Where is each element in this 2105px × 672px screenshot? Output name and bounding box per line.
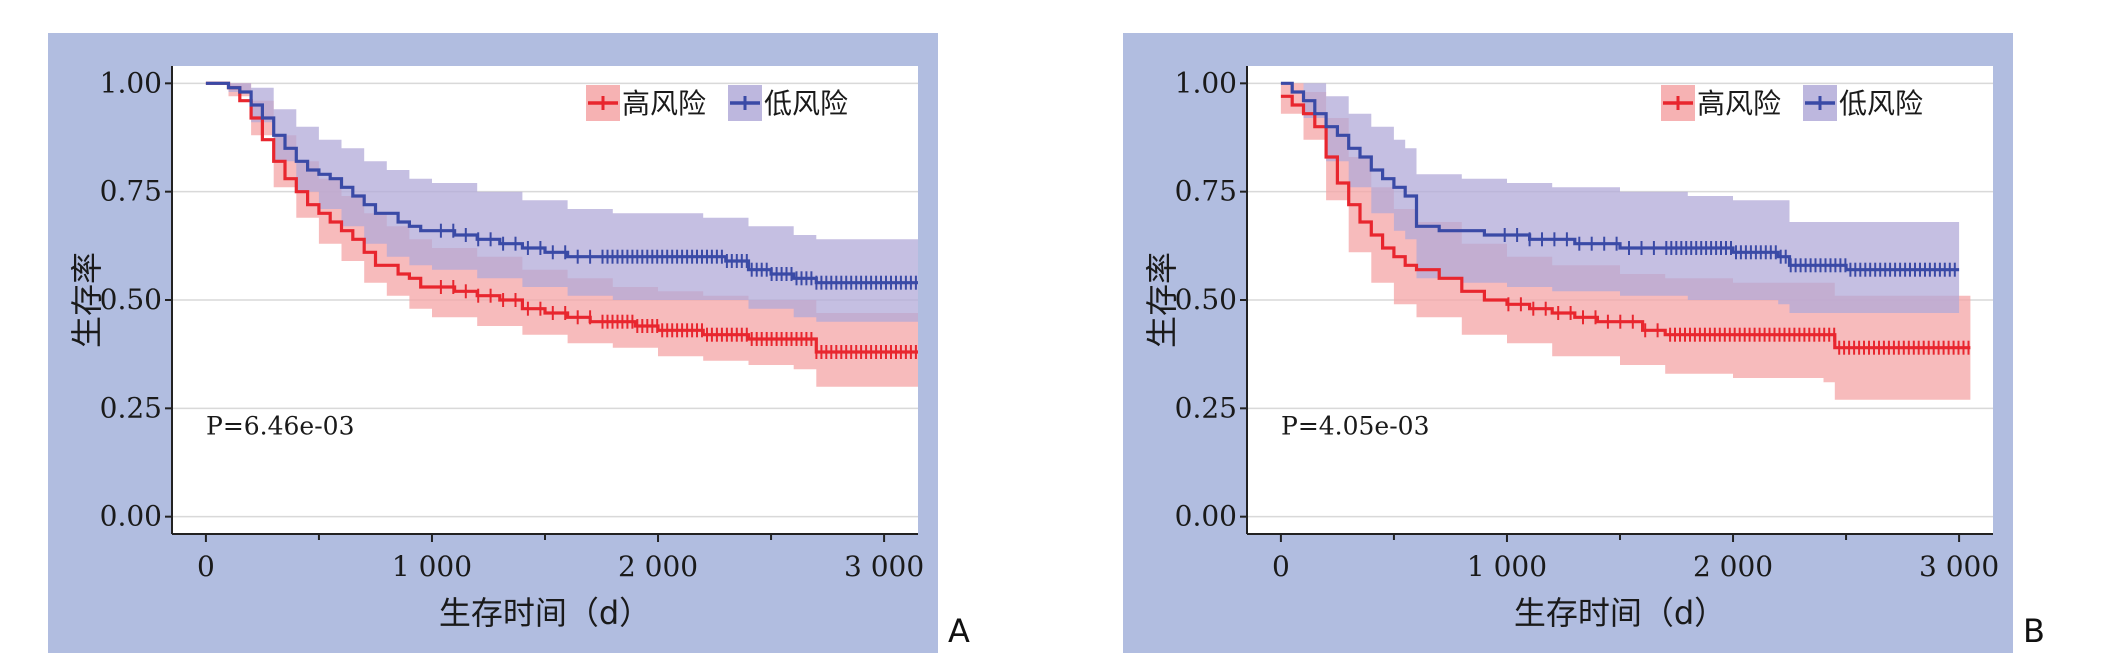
y-tick-label: 0.50 bbox=[1175, 283, 1237, 316]
legend-label: 高风险 bbox=[622, 87, 706, 120]
confidence-band bbox=[1280, 83, 1971, 400]
y-tick-label: 0.00 bbox=[100, 500, 162, 533]
p-value-annotation: P=6.46e-03 bbox=[206, 411, 355, 440]
survival-curve bbox=[1280, 94, 1971, 350]
survival-curve bbox=[205, 81, 918, 354]
x-tick-label: 2 000 bbox=[618, 550, 698, 583]
panel-label-b: B bbox=[2023, 612, 2045, 650]
confidence-band bbox=[205, 83, 918, 387]
x-tick-label: 0 bbox=[1272, 550, 1290, 583]
x-tick-label: 1 000 bbox=[392, 550, 472, 583]
km-chart-a: 0.00 0.25 0.50 0.75 1.00 0 1 000 2 000 3 000 生存时间… bbox=[48, 33, 938, 653]
legend-label: 高风险 bbox=[1697, 87, 1781, 120]
y-tick-label: 0.25 bbox=[100, 391, 162, 424]
x-axis-title: 生存时间（d） bbox=[1514, 594, 1726, 632]
y-tick-label: 1.00 bbox=[1175, 66, 1237, 99]
y-tick-label: 0.75 bbox=[100, 175, 162, 208]
legend-label: 低风险 bbox=[764, 87, 848, 120]
survival-curve bbox=[1280, 81, 1960, 272]
y-tick-label: 0.50 bbox=[100, 283, 162, 316]
x-tick-label: 0 bbox=[197, 550, 215, 583]
y-axis-title: 生存率 bbox=[68, 252, 106, 348]
chart-panel-b: 0.00 0.25 0.50 0.75 1.00 0 1 000 2 000 3 000 生存时间… bbox=[1075, 0, 2075, 672]
series-group bbox=[205, 81, 918, 387]
y-tick-label: 0.75 bbox=[1175, 175, 1237, 208]
x-tick-label: 1 000 bbox=[1467, 550, 1547, 583]
km-chart-b: 0.00 0.25 0.50 0.75 1.00 0 1 000 2 000 3 000 生存时间… bbox=[1123, 33, 2013, 653]
legend: 高风险 低风险 bbox=[1661, 85, 1923, 121]
y-axis-title: 生存率 bbox=[1143, 252, 1181, 348]
legend-label: 低风险 bbox=[1839, 87, 1923, 120]
y-tick-label: 0.25 bbox=[1175, 391, 1237, 424]
y-tick-label: 1.00 bbox=[100, 66, 162, 99]
x-tick-label: 3 000 bbox=[1919, 550, 1999, 583]
x-tick-label: 2 000 bbox=[1693, 550, 1773, 583]
series-group bbox=[1280, 81, 1971, 400]
x-axis-title: 生存时间（d） bbox=[439, 594, 651, 632]
x-tick-label: 3 000 bbox=[844, 550, 924, 583]
panel-label-a: A bbox=[948, 612, 970, 650]
y-tick-label: 0.00 bbox=[1175, 500, 1237, 533]
legend: 高风险 低风险 bbox=[586, 85, 848, 121]
p-value-annotation: P=4.05e-03 bbox=[1281, 411, 1430, 440]
survival-curve bbox=[205, 81, 918, 285]
chart-panel-a: 0.00 0.25 0.50 0.75 1.00 0 1 000 2 000 3 000 生存时间… bbox=[0, 0, 1000, 672]
